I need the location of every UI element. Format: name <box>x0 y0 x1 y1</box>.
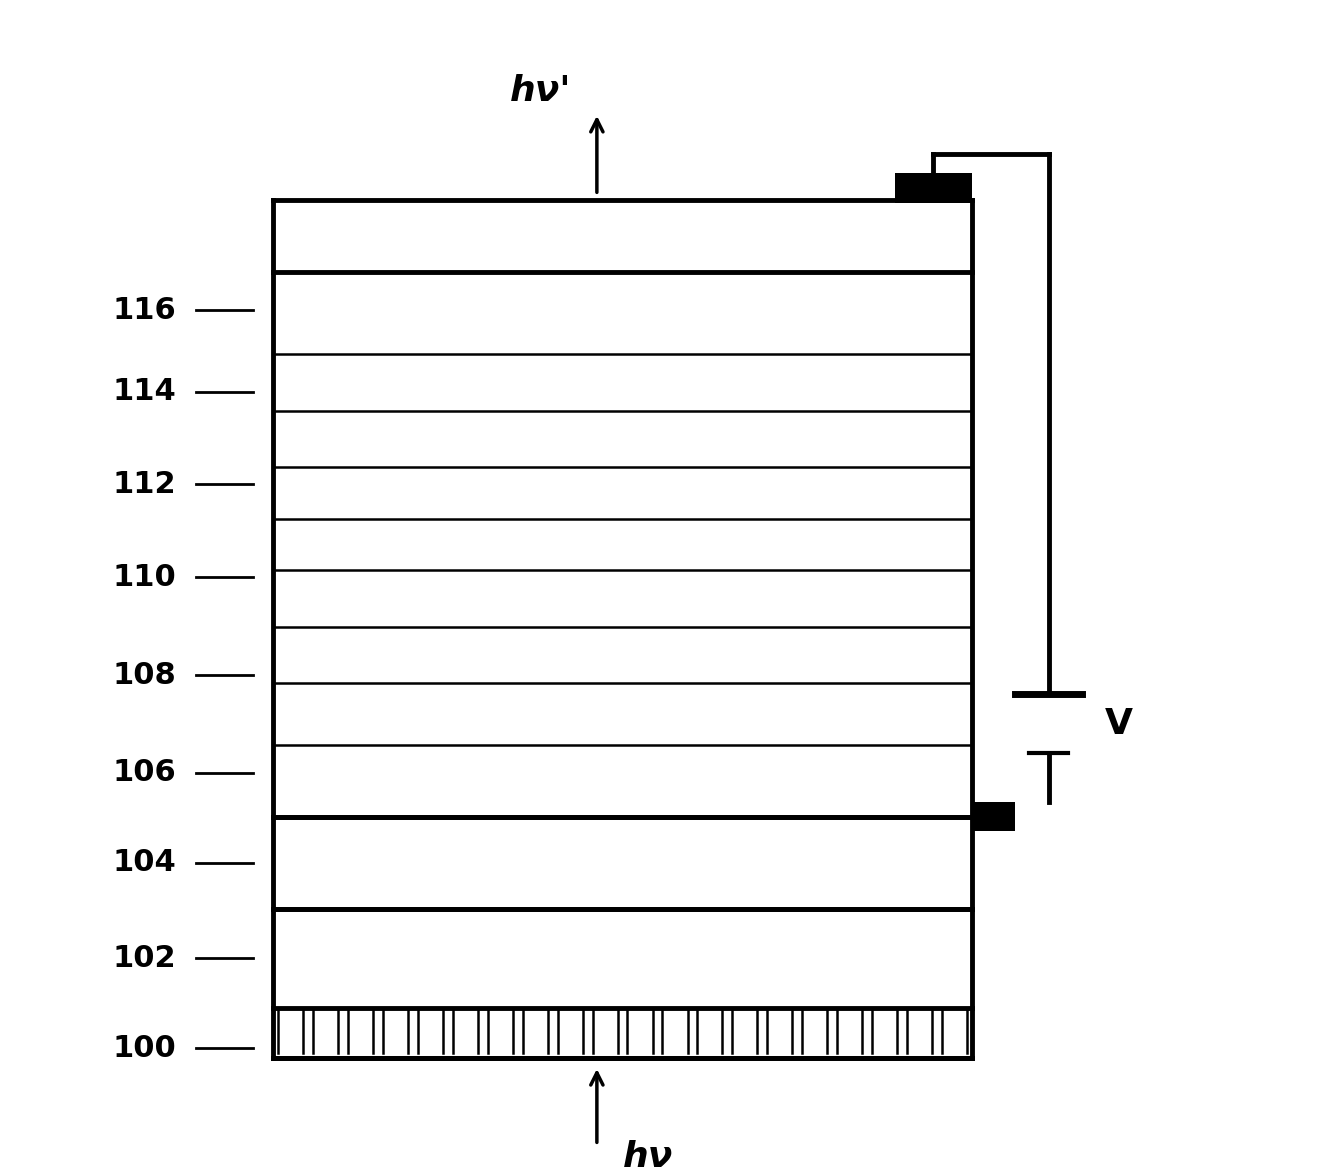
Text: 112: 112 <box>112 470 175 499</box>
Text: hν: hν <box>623 1140 673 1172</box>
Text: 114: 114 <box>112 377 175 407</box>
Text: 106: 106 <box>112 758 175 788</box>
Text: 104: 104 <box>112 849 175 878</box>
Text: V: V <box>1105 707 1134 741</box>
Bar <box>972 802 1015 831</box>
Text: 116: 116 <box>112 295 175 325</box>
Text: 108: 108 <box>112 661 175 689</box>
Text: 102: 102 <box>112 943 175 973</box>
Text: 110: 110 <box>112 563 175 592</box>
Text: hν': hν' <box>510 74 572 108</box>
Bar <box>894 172 972 204</box>
Text: 100: 100 <box>112 1034 175 1063</box>
